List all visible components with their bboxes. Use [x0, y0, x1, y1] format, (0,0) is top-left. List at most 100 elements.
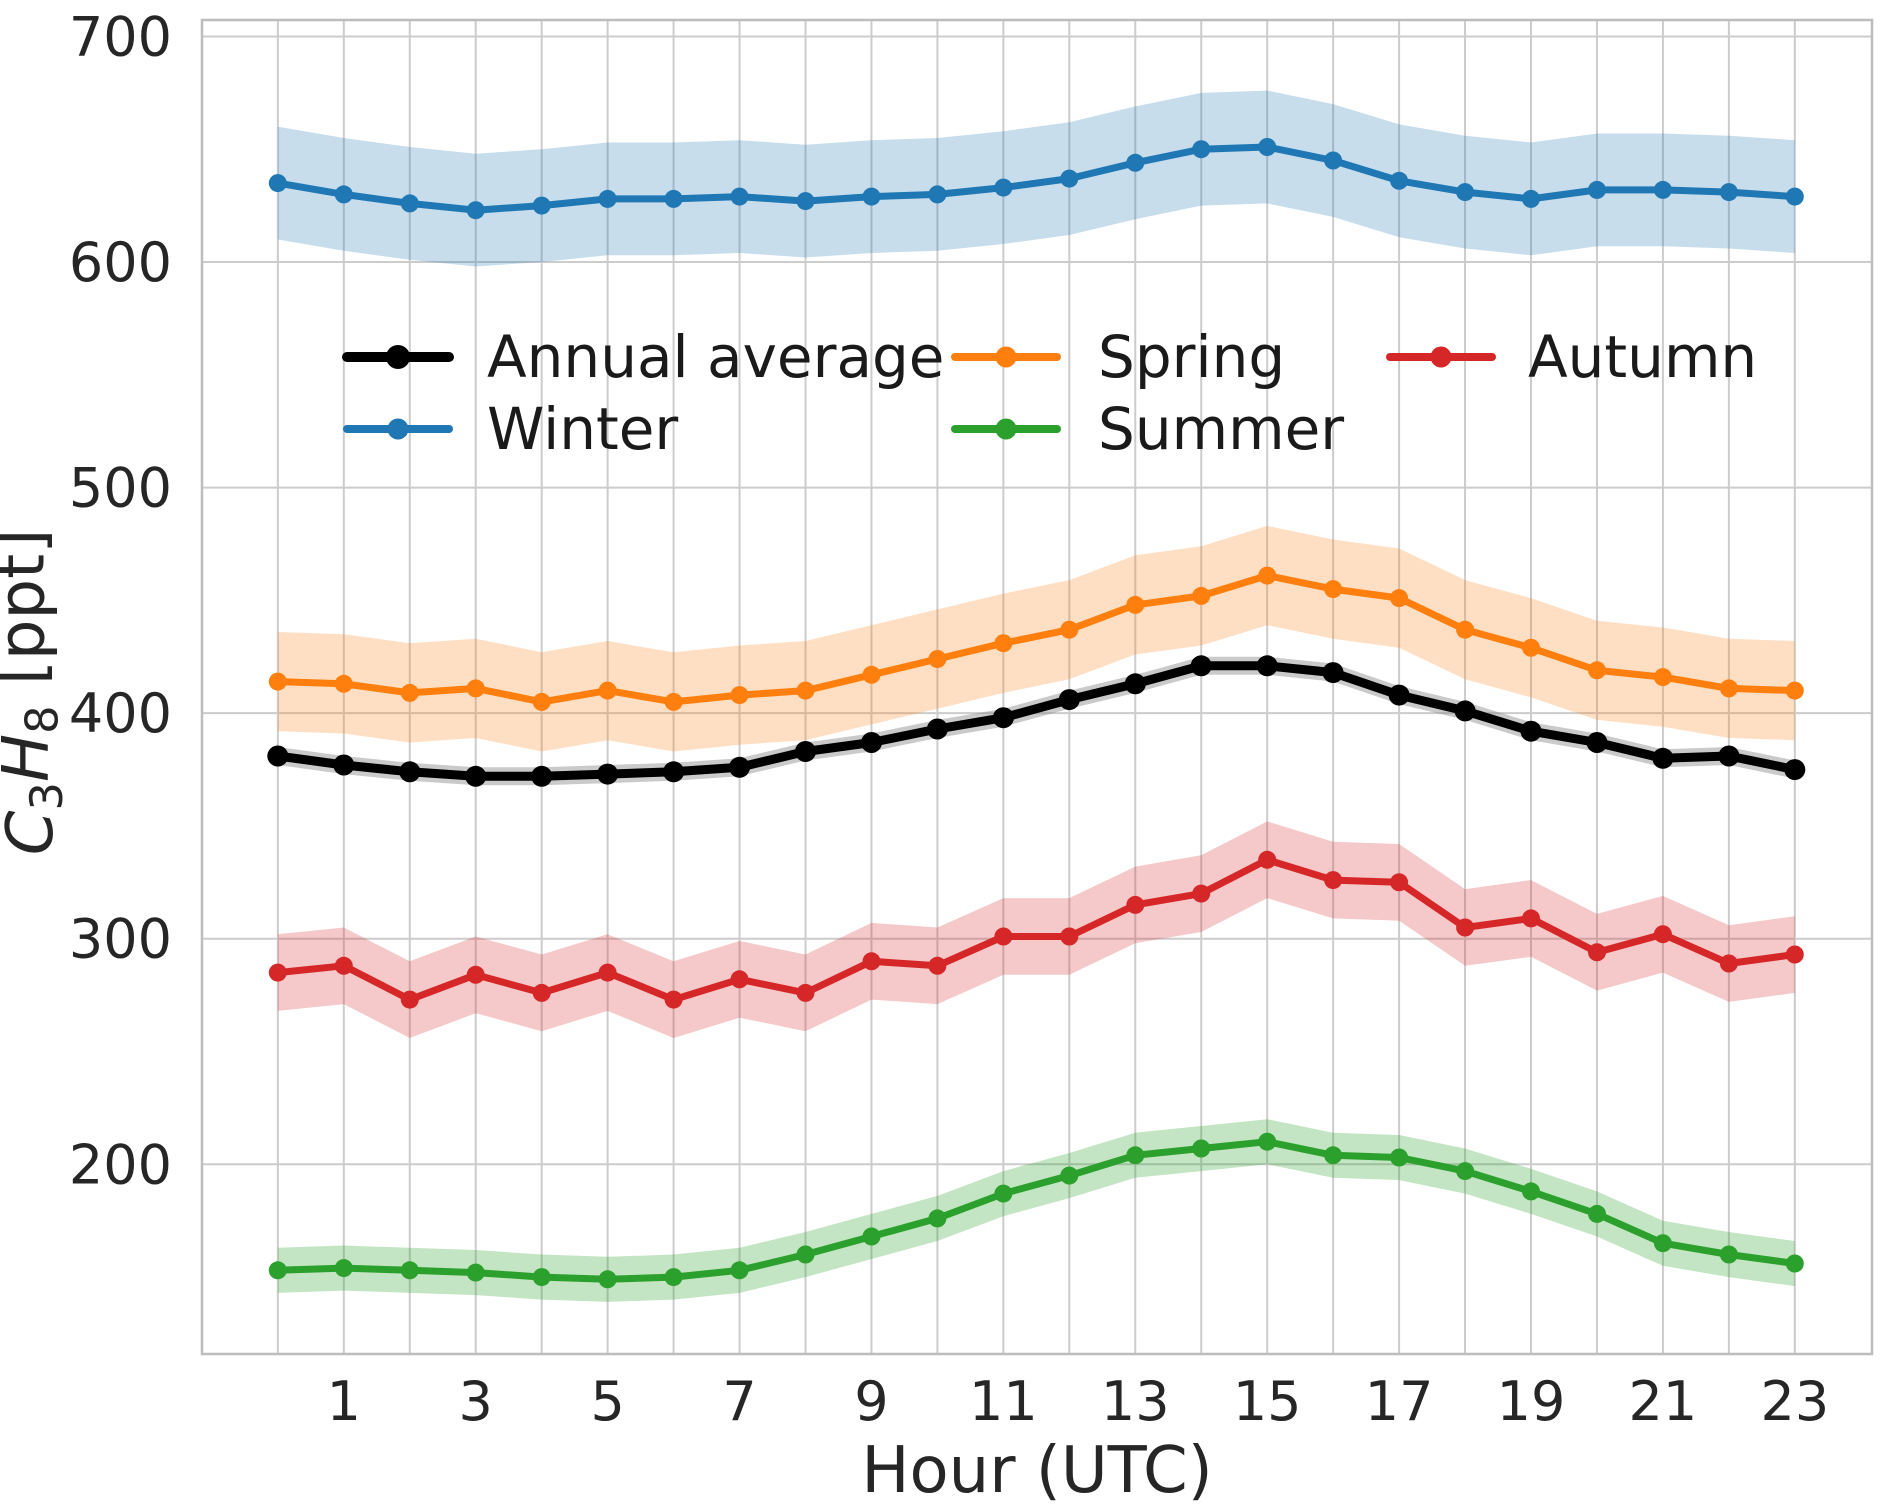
- data-point-summer: [994, 1184, 1013, 1203]
- legend-label-winter: Winter: [487, 395, 678, 463]
- data-point-spring: [1258, 566, 1277, 585]
- data-point-summer: [1324, 1146, 1343, 1165]
- x-tick-label: 11: [969, 1370, 1038, 1433]
- data-point-autumn: [1126, 895, 1145, 914]
- data-point-summer: [1390, 1148, 1409, 1167]
- data-point-winter: [1653, 180, 1672, 199]
- series-line-winter: [274, 143, 1799, 214]
- x-tick-label: 15: [1233, 1370, 1302, 1433]
- data-point-spring: [1126, 595, 1145, 614]
- x-tick-label: 21: [1629, 1370, 1698, 1433]
- band-summer: [277, 1119, 1795, 1302]
- data-point-annual-average: [399, 761, 421, 783]
- data-point-autumn: [1785, 945, 1804, 964]
- data-point-summer: [730, 1261, 749, 1280]
- data-point-annual-average: [531, 765, 553, 787]
- data-point-summer: [598, 1270, 617, 1289]
- x-tick-label: 13: [1101, 1370, 1170, 1433]
- x-tick-label: 3: [459, 1370, 493, 1433]
- y-tick-label: 700: [69, 5, 172, 68]
- data-point-annual-average: [1784, 759, 1806, 781]
- data-point-autumn: [1258, 850, 1277, 869]
- data-point-summer: [1060, 1166, 1079, 1185]
- data-point-spring: [796, 681, 815, 700]
- band-autumn: [277, 821, 1795, 1038]
- data-point-summer: [334, 1259, 353, 1278]
- data-point-winter: [730, 187, 749, 206]
- data-point-winter: [1126, 153, 1145, 172]
- data-point-annual-average: [1124, 673, 1146, 695]
- data-point-winter: [664, 189, 683, 208]
- x-tick-label: 5: [590, 1370, 624, 1433]
- data-point-summer: [532, 1268, 551, 1287]
- data-point-autumn: [598, 963, 617, 982]
- data-point-summer: [1456, 1162, 1475, 1181]
- legend-label-annual-average: Annual average: [487, 323, 945, 391]
- data-point-annual-average: [1388, 684, 1410, 706]
- x-tick-label: 9: [854, 1370, 888, 1433]
- data-point-annual-average: [1256, 655, 1278, 677]
- data-point-spring: [664, 692, 683, 711]
- data-point-summer: [1258, 1132, 1277, 1151]
- legend-label-spring: Spring: [1098, 323, 1285, 391]
- data-point-summer: [1126, 1146, 1145, 1165]
- data-point-spring: [1785, 681, 1804, 700]
- band-winter: [277, 90, 1795, 267]
- data-point-annual-average: [597, 763, 619, 785]
- data-point-annual-average: [663, 761, 685, 783]
- data-point-annual-average: [333, 754, 355, 776]
- data-point-annual-average: [1652, 747, 1674, 769]
- data-point-annual-average: [1322, 662, 1344, 684]
- data-point-annual-average: [267, 745, 289, 767]
- data-point-spring: [532, 692, 551, 711]
- data-point-winter: [1719, 183, 1738, 202]
- data-point-autumn: [1060, 927, 1079, 946]
- data-point-spring: [730, 686, 749, 705]
- data-point-summer: [466, 1263, 485, 1282]
- legend-label-summer: Summer: [1098, 395, 1344, 463]
- data-point-summer: [862, 1227, 881, 1246]
- legend-marker-autumn: [1430, 346, 1452, 368]
- data-point-winter: [994, 178, 1013, 197]
- data-point-summer: [928, 1209, 947, 1228]
- data-point-spring: [862, 665, 881, 684]
- plot-border: [200, 18, 1874, 1356]
- data-point-spring: [268, 672, 287, 691]
- data-point-autumn: [862, 952, 881, 971]
- data-point-winter: [1060, 169, 1079, 188]
- data-point-autumn: [994, 927, 1013, 946]
- data-point-spring: [1060, 620, 1079, 639]
- data-point-spring: [466, 679, 485, 698]
- data-point-autumn: [1588, 943, 1606, 962]
- data-point-annual-average: [465, 765, 487, 787]
- data-point-winter: [1785, 187, 1804, 206]
- data-point-autumn: [1456, 918, 1475, 937]
- x-tick-label: 1: [327, 1370, 361, 1433]
- data-point-spring: [1719, 679, 1738, 698]
- data-point-annual-average: [1718, 745, 1740, 767]
- data-point-spring: [1456, 620, 1475, 639]
- data-point-annual-average: [1586, 732, 1608, 753]
- data-point-winter: [598, 189, 617, 208]
- data-point-summer: [1588, 1204, 1606, 1223]
- data-point-autumn: [268, 963, 287, 982]
- legend-marker-winter: [387, 418, 409, 440]
- data-point-annual-average: [729, 756, 750, 778]
- data-point-spring: [400, 683, 419, 702]
- legend-marker-annual-average: [386, 345, 410, 369]
- legend-marker-spring: [995, 346, 1017, 368]
- data-point-spring: [928, 650, 947, 668]
- data-point-annual-average: [926, 718, 948, 740]
- series-line-summer: [274, 1138, 1799, 1283]
- data-point-autumn: [1192, 884, 1211, 903]
- data-point-spring: [1390, 589, 1409, 608]
- data-point-winter: [400, 194, 419, 213]
- data-point-autumn: [1324, 871, 1343, 890]
- data-point-spring: [1522, 638, 1540, 657]
- data-point-winter: [466, 201, 485, 220]
- data-point-autumn: [796, 983, 815, 1002]
- series-line-annual-average: [273, 661, 1800, 781]
- y-tick-label: 300: [69, 908, 172, 971]
